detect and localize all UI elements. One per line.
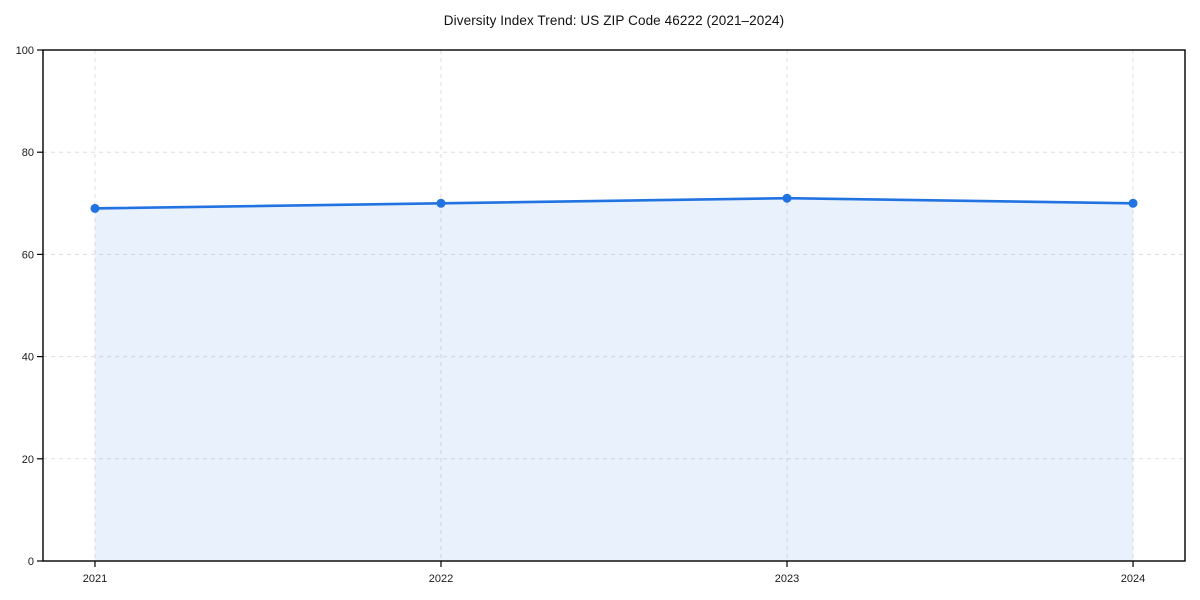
y-tick-labels: 0 20 40 60 80 100 bbox=[16, 45, 34, 568]
area-fill bbox=[94, 198, 1134, 561]
svg-text:2024: 2024 bbox=[1121, 573, 1145, 585]
chart-title: Diversity Index Trend: US ZIP Code 46222… bbox=[443, 13, 785, 28]
gridlines bbox=[43, 50, 1185, 561]
svg-text:2023: 2023 bbox=[775, 573, 799, 585]
svg-text:20: 20 bbox=[22, 454, 34, 466]
svg-text:40: 40 bbox=[22, 352, 34, 364]
svg-text:80: 80 bbox=[22, 147, 34, 159]
svg-text:0: 0 bbox=[28, 556, 34, 568]
svg-text:2021: 2021 bbox=[83, 573, 107, 585]
svg-text:100: 100 bbox=[16, 45, 34, 57]
axis-ticks bbox=[37, 49, 1134, 567]
plot-border bbox=[42, 49, 1186, 562]
x-tick-labels: 2021 2022 2023 2024 bbox=[83, 573, 1146, 585]
data-points bbox=[90, 193, 1138, 213]
svg-text:2022: 2022 bbox=[429, 573, 453, 585]
trend-line bbox=[93, 196, 1135, 210]
svg-text:60: 60 bbox=[22, 249, 34, 261]
